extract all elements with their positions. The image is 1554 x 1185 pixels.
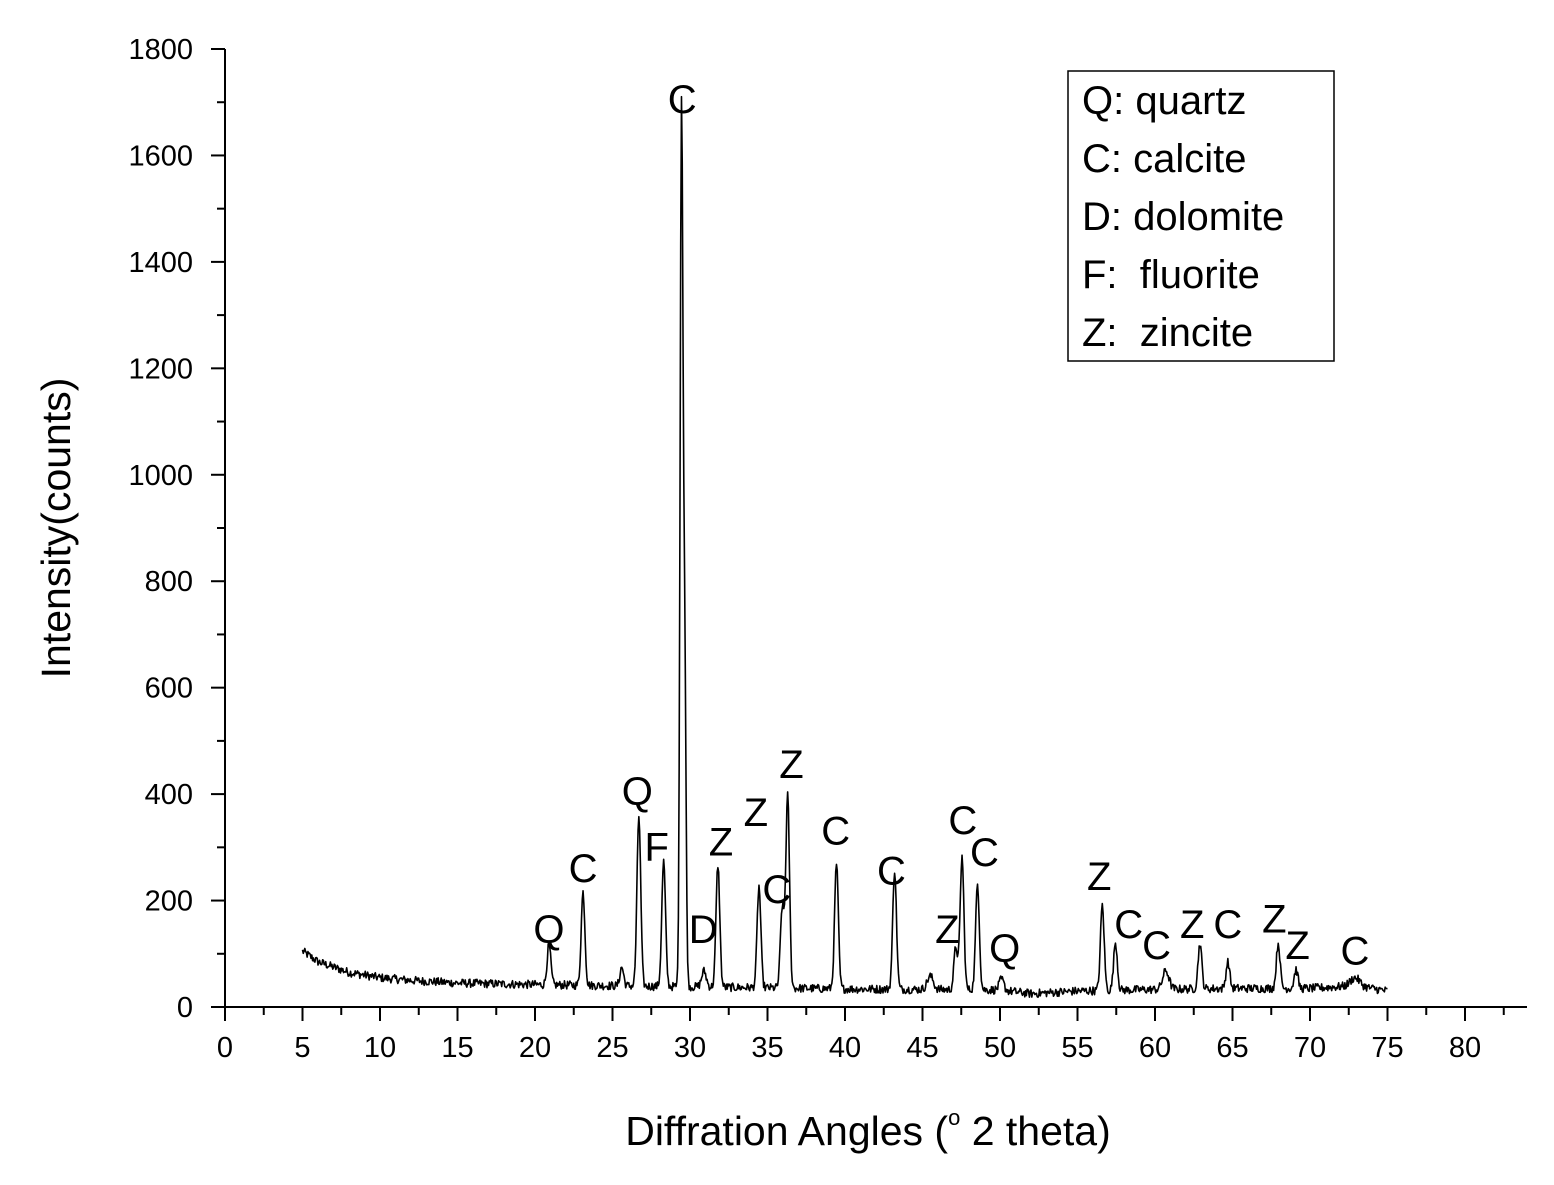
- x-tick-label: 55: [1061, 1032, 1093, 1064]
- peak-label: C: [569, 847, 598, 891]
- peak-label: Z: [1262, 897, 1286, 941]
- peak-label: C: [877, 850, 906, 894]
- x-tick-label: 65: [1216, 1032, 1248, 1064]
- x-axis-title-main: Diffration Angles (: [625, 1108, 948, 1154]
- legend-box: [1067, 70, 1335, 362]
- y-tick-label: 200: [145, 886, 193, 918]
- series-layer: [301, 95, 1388, 999]
- peak-label: C: [1142, 924, 1171, 968]
- legend-entry-dolomite: D: dolomite: [1082, 195, 1284, 239]
- peak-label: C: [668, 78, 697, 122]
- peak-label: C: [762, 868, 791, 912]
- x-tick-label: 35: [751, 1032, 783, 1064]
- y-tick-label: 400: [145, 779, 193, 811]
- x-tick-label: 80: [1449, 1032, 1481, 1064]
- xrd-series-line: [301, 95, 1388, 999]
- y-tick-label: 1400: [128, 247, 193, 279]
- x-tick-label: 40: [829, 1032, 861, 1064]
- y-tick-label: 1000: [128, 460, 193, 492]
- peak-label: Z: [1087, 855, 1111, 899]
- x-tick-label: 45: [906, 1032, 938, 1064]
- peak-label: Z: [1285, 924, 1309, 968]
- peak-label: Q: [533, 908, 564, 952]
- peak-label: Q: [989, 927, 1020, 971]
- legend-entry-fluorite: F: fluorite: [1082, 253, 1260, 297]
- peak-label: C: [1114, 903, 1143, 947]
- x-tick-label: 5: [294, 1032, 310, 1064]
- peak-label: C: [1213, 903, 1242, 947]
- legend-entry-calcite: C: calcite: [1082, 137, 1247, 181]
- peak-label: Z: [1180, 903, 1204, 947]
- x-tick-label: 10: [364, 1032, 396, 1064]
- peak-label: C: [948, 799, 977, 843]
- x-tick-label: 60: [1139, 1032, 1171, 1064]
- legend-entry-quartz: Q: quartz: [1082, 79, 1247, 123]
- y-tick-label: 1600: [128, 140, 193, 172]
- x-tick-label: 20: [519, 1032, 551, 1064]
- peak-label: Z: [935, 908, 959, 952]
- y-axis-title: Intensity(counts): [33, 378, 79, 679]
- y-tick-label: 600: [145, 673, 193, 705]
- x-tick-label: 75: [1371, 1032, 1403, 1064]
- y-tick-label: 800: [145, 566, 193, 598]
- x-axis-title-suffix: 2 theta): [960, 1108, 1110, 1154]
- x-tick-label: 25: [596, 1032, 628, 1064]
- peak-label: C: [1341, 929, 1370, 973]
- peak-label: Z: [709, 820, 733, 864]
- peak-label: C: [821, 810, 850, 854]
- y-tick-label: 1200: [128, 353, 193, 385]
- legend: Q: quartz C: calcite D: dolomite F: fluo…: [1067, 70, 1335, 362]
- axes: 0 5 10 15 20 25 30 35 40 45 50 55 60 65 70 75 8002004006…: [128, 34, 1527, 1064]
- x-axis-title: Diffration Angles (o 2 theta): [625, 1105, 1111, 1154]
- x-axis-title-degree: o: [948, 1105, 960, 1130]
- y-tick-label: 1800: [128, 34, 193, 66]
- x-tick-label: 30: [674, 1032, 706, 1064]
- x-tick-label: 50: [984, 1032, 1016, 1064]
- x-tick-label: 0: [217, 1032, 233, 1064]
- peak-label: Z: [744, 791, 768, 835]
- peak-label: D: [689, 908, 718, 952]
- peak-label: C: [970, 831, 999, 875]
- peak-label: Q: [622, 770, 653, 814]
- y-tick-label: 0: [177, 992, 193, 1024]
- legend-entry-zincite: Z: zincite: [1082, 311, 1253, 355]
- peak-label: Z: [779, 743, 803, 787]
- x-tick-label: 15: [441, 1032, 473, 1064]
- x-tick-label: 70: [1294, 1032, 1326, 1064]
- peak-label: F: [644, 826, 668, 870]
